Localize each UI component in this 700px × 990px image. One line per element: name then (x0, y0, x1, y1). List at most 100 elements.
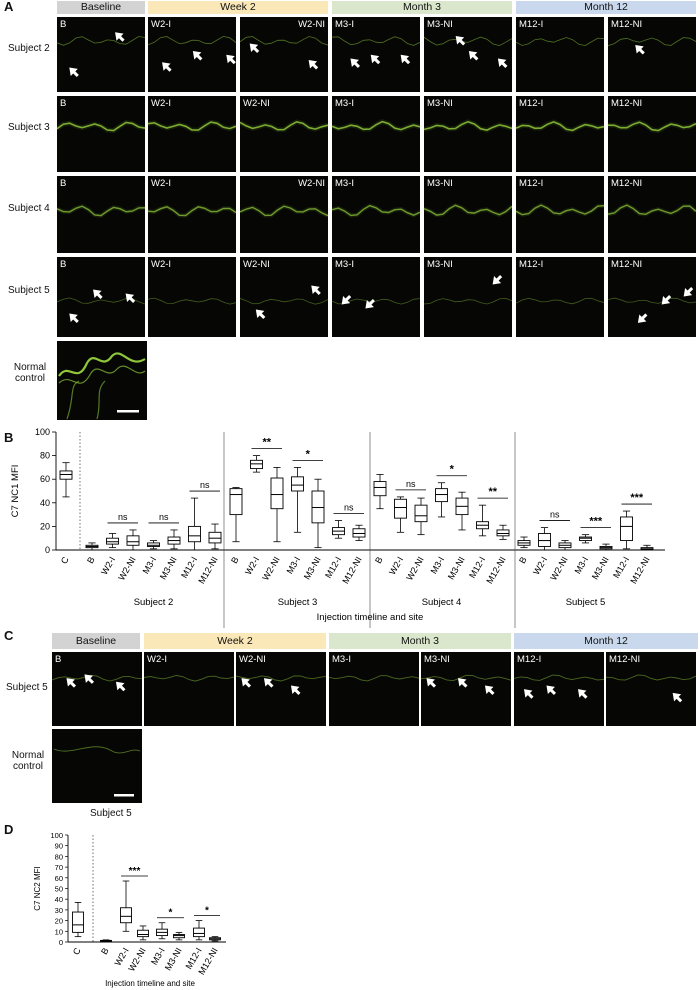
arrow-marker (546, 685, 557, 696)
box-plot-mark (496, 524, 510, 540)
micrograph-tile: M3-I (329, 652, 419, 726)
box-plot-mark (209, 936, 221, 942)
panel-a-label: A (4, 0, 14, 14)
tile-label: M3-NI (427, 178, 453, 189)
arrow-marker (162, 62, 172, 72)
box-plot-mark (193, 920, 205, 941)
arrow-marker (370, 54, 381, 65)
tile-label: M12-NI (611, 98, 643, 109)
arrow-marker (125, 293, 136, 304)
x-tick-label: M3-NI (163, 946, 184, 972)
micrograph-tile: M3-I (332, 257, 420, 337)
micrograph-image (53, 746, 141, 797)
micrograph-tile: M12-NI (608, 96, 696, 172)
micrograph-image (606, 674, 696, 703)
tile-label: M12-NI (611, 178, 643, 189)
micrograph-image (424, 274, 512, 305)
tile-label: M3-I (335, 98, 354, 109)
micrograph-tile: W2-I (148, 176, 236, 253)
micrograph-tile: W2-NI (240, 257, 328, 337)
box-plot-mark (640, 544, 654, 551)
arrow-marker (308, 59, 319, 70)
panel-c-label: C (4, 628, 14, 643)
tile-label: M12-I (519, 98, 544, 109)
tile-label: W2-NI (298, 178, 325, 189)
arrow-marker (255, 309, 266, 320)
y-axis-label: C7 NC2 MFI (33, 866, 42, 910)
micrograph-tile: M3-NI (424, 257, 512, 337)
period-header: Month 12 (514, 633, 698, 649)
group-label: Subject 5 (566, 597, 606, 608)
micrograph-image (608, 119, 696, 134)
micrograph-tile: M3-NI (421, 652, 511, 726)
micrograph-image (236, 675, 326, 696)
micrograph-image (57, 203, 145, 218)
box-plot-mark (72, 902, 84, 938)
micrograph-image (332, 203, 420, 218)
period-header: Month 3 (329, 633, 511, 649)
tile-label: M3-I (335, 259, 354, 270)
y-tick-label: 80 (55, 852, 63, 861)
normal-control-label: Normal control (13, 362, 47, 384)
x-tick-label: M12-I (611, 555, 631, 580)
micrograph-tile: W2-NI (236, 652, 326, 726)
box-plot-mark (455, 491, 469, 531)
arrow-marker (192, 50, 203, 61)
micrograph-image (57, 32, 145, 78)
x-tick-label: B (517, 555, 529, 565)
micrograph-tile: M3-I (332, 176, 420, 253)
box-plot-mark (59, 462, 73, 498)
micrograph-tile: W2-NI (240, 176, 328, 253)
arrow-marker (672, 692, 683, 703)
panel-b-label: B (4, 430, 14, 445)
x-tick-label: B (229, 555, 241, 565)
tile-label: M12-I (519, 259, 544, 270)
x-tick-label: C (59, 555, 71, 566)
box-plot-mark (270, 467, 284, 543)
box-plot-mark (106, 533, 119, 549)
box-plot-mark (352, 524, 366, 541)
x-tick-label: W2-NI (548, 555, 569, 582)
micrograph-image (240, 285, 328, 320)
arrow-marker (66, 678, 77, 688)
y-tick-label: 10 (55, 927, 63, 936)
tile-label: M3-NI (427, 19, 453, 30)
tile-label: M3-I (335, 19, 354, 30)
tile-label: W2-NI (243, 98, 270, 109)
tile-label: M12-I (517, 654, 542, 665)
significance-label: ** (488, 486, 497, 498)
box-plot-mark (137, 925, 149, 941)
significance-label: ** (262, 437, 271, 449)
tile-label: W2-I (147, 654, 168, 665)
y-tick-label: 100 (50, 831, 63, 840)
box-plot-mark (85, 542, 99, 551)
micrograph-image (240, 203, 328, 218)
tile-label: W2-NI (298, 19, 325, 30)
tile-label: M12-NI (611, 19, 643, 30)
x-tick-label: M12-I (179, 555, 199, 580)
box-plot-mark (229, 487, 243, 543)
y-tick-label: 60 (55, 874, 63, 883)
y-tick-label: 0 (45, 545, 50, 555)
tile-label: M12-NI (609, 654, 641, 665)
micrograph-tile: W2-I (148, 96, 236, 172)
micrograph-tile: M3-NI (424, 176, 512, 253)
box-plot-mark (620, 510, 633, 550)
arrow-marker (457, 678, 468, 688)
x-tick-label: B (99, 946, 111, 956)
arrow-marker (84, 674, 95, 684)
group-label: Subject 2 (134, 597, 174, 608)
box-plot-mark (373, 474, 387, 510)
micrograph-image (148, 204, 236, 218)
micrograph-image (52, 674, 142, 692)
x-tick-label: M3-I (285, 555, 303, 576)
tile-label: W2-NI (239, 654, 266, 665)
period-header: Month 12 (516, 1, 696, 14)
y-tick-label: 80 (40, 451, 50, 461)
x-tick-label: M12-NI (484, 555, 507, 586)
y-tick-label: 90 (55, 842, 63, 851)
micrograph-image (608, 37, 696, 55)
normal-control-tile (57, 341, 147, 420)
